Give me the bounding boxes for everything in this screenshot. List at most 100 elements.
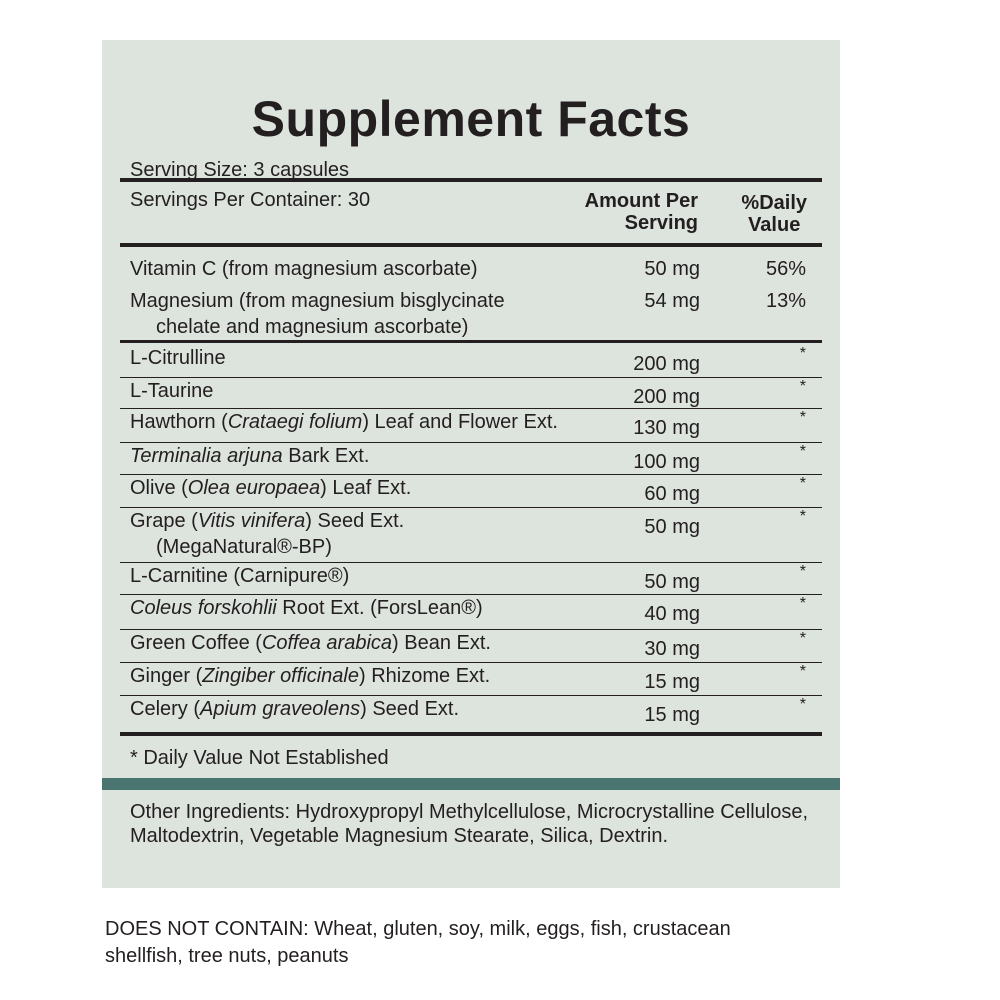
table-row: Green Coffee (Coffea arabica) Bean Ext. 3… [120,630,822,663]
table-row: L-Carnitine (Carnipure®) 50 mg * [120,563,822,595]
ingredient-name-text: Vitamin C (from magnesium ascorbate) [130,258,478,280]
serving-size: Serving Size: 3 capsules [130,159,350,181]
ingredient-name: Hawthorn (Crataegi folium) Leaf and Flow… [130,409,600,435]
daily-value: * [799,595,806,612]
botanical-name: Olea europaea [187,477,321,499]
ingredient-name: Terminalia arjuna Bark Ext. [130,443,600,469]
ingredient-name-text: Hawthorn ( [130,411,228,433]
daily-value: * [799,378,806,395]
thick-rule-bottom [120,732,822,736]
dv-header-line2: Value [748,214,801,236]
daily-value: * [799,630,806,647]
ingredient-name: Coleus forskohlii Root Ext. (ForsLean®) [130,595,600,621]
ingredient-name: Celery (Apium graveolens) Seed Ext. [130,696,600,722]
ingredient-name: Olive (Olea europaea) Leaf Ext. [130,475,600,501]
amount-per-serving: 60 mg [644,483,700,505]
ingredient-name-text: L-Carnitine (Carnipure®) [130,565,350,587]
accent-divider [102,778,840,790]
row-divider [120,407,822,409]
daily-value: * [799,475,806,492]
ingredient-name: L-Taurine [130,378,600,404]
amount-header-line1: Amount Per [584,190,698,212]
ingredient-name-text: ) Rhizome Ext. [359,665,491,687]
table-row: L-Taurine 200 mg * [120,378,822,409]
ingredient-name-text: Celery ( [130,698,201,720]
row-divider [120,506,822,508]
amount-per-serving: 30 mg [644,638,700,660]
ingredient-name-text: L-Taurine [130,380,214,402]
table-row: Hawthorn (Crataegi folium) Leaf and Flow… [120,409,822,443]
daily-value: * [799,409,806,426]
table-row: Magnesium (from magnesium bisglycinate ch… [120,288,822,343]
daily-value: * [799,345,806,362]
row-divider [120,340,822,343]
amount-per-serving: 130 mg [633,417,700,439]
ingredient-name: Ginger (Zingiber officinale) Rhizome Ext… [130,663,600,689]
botanical-name: Vitis vinifera [197,510,306,532]
row-divider [120,593,822,595]
ingredient-name-text: ) Leaf and Flower Ext. [362,411,558,433]
ingredient-name-text: Olive ( [130,477,188,499]
daily-value: * [799,563,806,580]
row-divider [120,661,822,663]
table-row: Terminalia arjuna Bark Ext. 100 mg * [120,443,822,475]
allergen-statement: DOES NOT CONTAIN: Wheat, gluten, soy, mi… [105,918,731,967]
other-ingredients: Other Ingredients: Hydroxypropyl Methylc… [130,801,809,847]
botanical-name: Apium graveolens [200,698,361,720]
table-row: Olive (Olea europaea) Leaf Ext. 60 mg * [120,475,822,508]
ingredient-name-line2: chelate and magnesium ascorbate) [156,316,469,338]
table-row: Grape (Vitis vinifera) Seed Ext. (MegaNat… [120,508,822,563]
row-divider [120,441,822,443]
daily-value: * [799,696,806,713]
table-row: Vitamin C (from magnesium ascorbate) 50 m… [120,256,822,286]
botanical-name: Zingiber officinale [202,665,359,687]
daily-value-footnote: * Daily Value Not Established [130,747,389,769]
panel-title: Supplement Facts [251,91,691,147]
ingredient-name-text: Green Coffee ( [130,632,262,654]
ingredient-name-text: Root Ext. (ForsLean®) [276,597,483,619]
ingredient-name-text: ) Seed Ext. [305,510,405,532]
amount-per-serving: 50 mg [644,258,700,280]
daily-value: 56% [765,258,806,280]
row-divider [120,561,822,563]
daily-value: * [799,443,806,460]
amount-per-serving: 100 mg [633,451,700,473]
daily-value: * [799,663,806,680]
daily-value-header: %Daily Value [741,192,807,236]
ingredient-name: Magnesium (from magnesium bisglycinate ch… [130,288,600,340]
ingredient-name-text: Ginger ( [130,665,203,687]
amount-per-serving: 50 mg [644,516,700,538]
amount-header-line2: Serving [624,212,698,234]
supplement-facts-panel: Supplement Facts Serving Size: 3 capsule… [102,40,840,888]
ingredient-name: Grape (Vitis vinifera) Seed Ext. (MegaNat… [130,508,600,560]
thick-rule-top [120,178,822,182]
ingredient-name: L-Carnitine (Carnipure®) [130,563,600,589]
row-divider [120,694,822,696]
ingredient-name-text: ) Seed Ext. [360,698,460,720]
botanical-name: Terminalia arjuna [130,445,283,467]
ingredient-name: Vitamin C (from magnesium ascorbate) [130,256,600,282]
table-row: Ginger (Zingiber officinale) Rhizome Ext… [120,663,822,696]
daily-value: * [799,508,806,525]
amount-per-serving: 54 mg [644,290,700,312]
daily-value: 13% [765,290,806,312]
amount-per-serving: 15 mg [644,704,700,726]
dv-header-line1: %Daily [741,192,807,214]
servings-per-container: Servings Per Container: 30 [130,189,371,211]
ingredient-name-text: Bark Ext. [282,445,370,467]
ingredient-name-text: ) Leaf Ext. [320,477,412,499]
botanical-name: Coleus forskohlii [130,597,277,619]
table-row: Coleus forskohlii Root Ext. (ForsLean®) 4… [120,595,822,630]
row-divider [120,376,822,378]
ingredient-name: Green Coffee (Coffea arabica) Bean Ext. [130,630,600,656]
botanical-name: Coffea arabica [261,632,393,654]
ingredient-name-text: Grape ( [130,510,198,532]
ingredient-name: L-Citrulline [130,345,600,371]
row-divider [120,628,822,630]
row-divider [120,473,822,475]
thick-rule-header [120,243,822,247]
table-row: L-Citrulline 200 mg * [120,345,822,378]
ingredient-name-line2: (MegaNatural®-BP) [156,536,332,558]
amount-per-serving: 15 mg [644,671,700,693]
ingredient-name-text: Magnesium (from magnesium bisglycinate [130,290,505,312]
